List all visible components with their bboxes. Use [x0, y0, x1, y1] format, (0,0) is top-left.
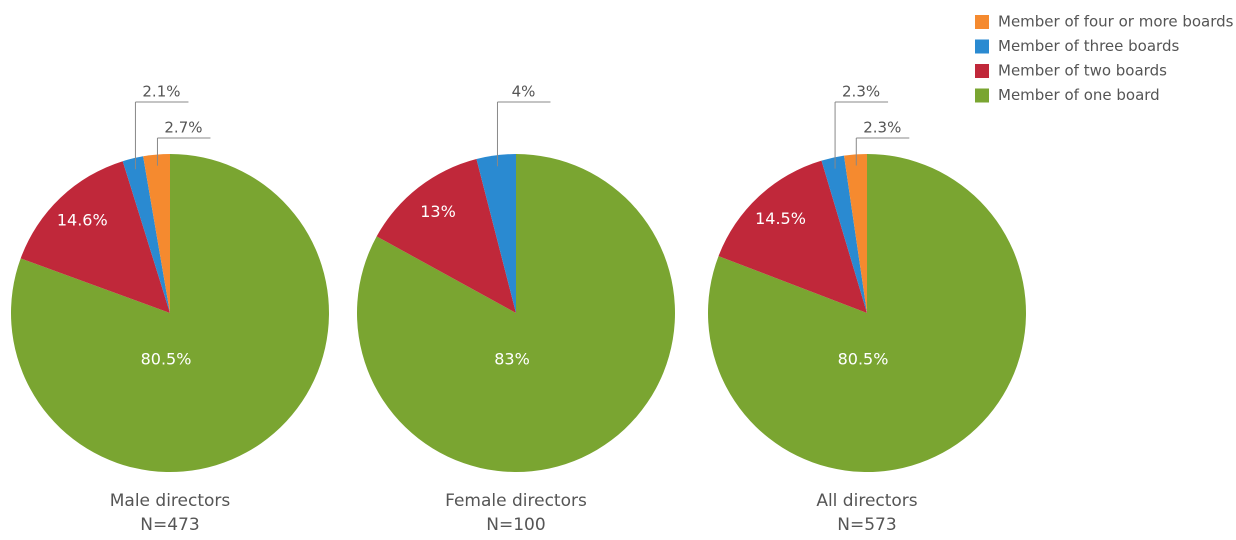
chart-subtitle: N=100 [486, 515, 545, 535]
slice-label: 14.5% [755, 209, 806, 228]
legend-label: Member of two boards [998, 62, 1167, 80]
legend-swatch [975, 39, 989, 54]
pie-slice [122, 156, 170, 313]
slice-label: 14.6% [57, 210, 108, 229]
pie-slice [10, 154, 329, 472]
pie-slice [376, 158, 516, 313]
pie-slice [143, 154, 170, 313]
pie-slice [20, 161, 171, 313]
slice-label: 80.5% [838, 350, 889, 369]
chart-title: Male directors [110, 491, 231, 511]
slice-label: 2.3% [842, 83, 880, 101]
pie-slice [718, 160, 867, 313]
legend-label: Member of four or more boards [998, 13, 1234, 31]
chart-title: All directors [816, 491, 917, 511]
pie-slice [821, 155, 867, 313]
slice-label: 2.3% [863, 119, 901, 137]
legend-label: Member of one board [998, 86, 1160, 104]
pie-slice [476, 154, 516, 313]
legend-swatch [975, 15, 989, 29]
legend-swatch [975, 88, 989, 103]
slice-label: 13% [420, 202, 456, 221]
slice-label: 4% [512, 83, 536, 101]
legend-swatch [975, 64, 989, 78]
slice-label: 80.5% [141, 350, 192, 369]
slice-label: 2.7% [164, 119, 202, 137]
chart-title: Female directors [445, 491, 587, 511]
pie-slice [707, 154, 1026, 473]
pie-slice [844, 154, 867, 313]
chart-subtitle: N=473 [140, 515, 199, 535]
chart-subtitle: N=573 [837, 515, 896, 535]
slice-label: 83% [494, 350, 530, 369]
slice-label: 2.1% [142, 83, 180, 101]
legend-label: Member of three boards [998, 37, 1179, 55]
